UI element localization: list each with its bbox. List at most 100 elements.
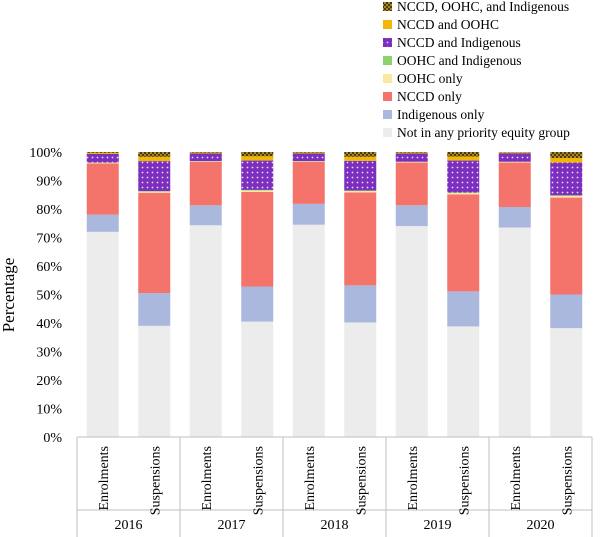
bar-segment-2016-suspensions-s5	[138, 161, 171, 192]
bar-segment-2020-enrolments-s5	[498, 153, 531, 162]
bar-segment-2018-enrolments-s6	[292, 152, 325, 154]
bar-segment-2020-enrolments-s2	[498, 162, 531, 208]
x-category-label: Suspensions	[251, 446, 266, 515]
x-group-label: 2017	[218, 518, 246, 533]
bar-segment-2016-enrolments-s7	[86, 152, 119, 153]
bar-segment-2016-enrolments-s3	[86, 162, 119, 164]
y-tick-label: 40%	[36, 317, 62, 332]
bar-segment-2018-enrolments-s0	[292, 224, 325, 437]
bar-segment-2020-suspensions-s4	[550, 195, 583, 196]
x-category-label: Enrolments	[303, 446, 318, 511]
bar-segment-2016-suspensions-s3	[138, 191, 171, 193]
bar-segment-2020-enrolments-s3	[498, 161, 531, 163]
bar-segment-2019-suspensions-s2	[447, 194, 480, 292]
bars	[86, 152, 583, 437]
x-group-label: 2018	[321, 518, 349, 533]
bar-segment-2018-suspensions-s0	[344, 322, 377, 437]
x-category-label: Suspensions	[457, 446, 472, 515]
y-tick-label: 70%	[36, 232, 62, 247]
legend-swatch	[383, 56, 392, 65]
legend-label: Indigenous only	[397, 107, 485, 122]
bar-segment-2018-enrolments-s3	[292, 161, 325, 162]
x-category-label: Suspensions	[560, 446, 575, 515]
bar-segment-2017-enrolments-s2	[189, 161, 222, 206]
bar-segment-2019-enrolments-s3	[395, 161, 428, 163]
bar-segment-2017-enrolments-s3	[189, 161, 222, 162]
x-group-label: 2020	[527, 518, 555, 533]
bar-segment-2016-suspensions-s6	[138, 156, 171, 162]
x-category-label: Enrolments	[200, 446, 215, 511]
bar-segment-2017-enrolments-s6	[189, 152, 222, 154]
bar-segment-2017-suspensions-s1	[241, 286, 274, 322]
bar-segment-2017-suspensions-s6	[241, 156, 274, 161]
bar-segment-2019-suspensions-s6	[447, 156, 480, 161]
bar-segment-2019-suspensions-s4	[447, 192, 480, 194]
bar-segment-2018-enrolments-s1	[292, 203, 325, 225]
bar-segment-2019-suspensions-s5	[447, 160, 480, 193]
bar-segment-2019-suspensions-s3	[447, 193, 480, 195]
bar-segment-2018-enrolments-s7	[292, 152, 325, 153]
legend: NCCD, OOHC, and Indigenous NCCD and OOHC N…	[383, 0, 570, 140]
legend-swatch	[383, 110, 392, 119]
bar-segment-2018-suspensions-s6	[344, 156, 377, 161]
bar-segment-2016-enrolments-s5	[86, 153, 119, 163]
x-category-label: Enrolments	[406, 446, 421, 511]
legend-swatch	[383, 2, 392, 11]
bar-segment-2020-suspensions-s1	[550, 294, 583, 329]
bar-segment-2017-enrolments-s1	[189, 205, 222, 226]
bar-segment-2016-enrolments-s1	[86, 214, 119, 232]
bar-segment-2016-enrolments-s6	[86, 152, 119, 154]
x-group-label: 2016	[115, 518, 143, 533]
bar-segment-2019-enrolments-s2	[395, 162, 428, 206]
legend-label: OOHC only	[397, 71, 463, 86]
bar-segment-2018-enrolments-s5	[292, 153, 325, 162]
bar-segment-2017-suspensions-s5	[241, 160, 274, 190]
legend-swatch	[383, 92, 392, 101]
bar-segment-2017-suspensions-s2	[241, 191, 274, 287]
legend-swatch	[383, 38, 392, 47]
x-category-label: Enrolments	[97, 446, 112, 511]
bar-segment-2019-enrolments-s7	[395, 152, 428, 153]
legend-label: NCCD and OOHC	[397, 17, 499, 32]
bar-segment-2016-suspensions-s4	[138, 191, 171, 192]
bar-segment-2016-enrolments-s2	[86, 163, 119, 215]
y-axis: 0% 10% 20% 30% 40% 50% 60% 70% 80% 90% 100%	[29, 146, 62, 446]
x-category-label: Suspensions	[148, 446, 163, 515]
bar-segment-2019-suspensions-s1	[447, 291, 480, 327]
y-tick-label: 100%	[29, 146, 62, 161]
bar-segment-2020-suspensions-s6	[550, 157, 583, 163]
bar-segment-2019-enrolments-s1	[395, 205, 428, 227]
x-category-label: Enrolments	[509, 446, 524, 511]
bar-segment-2020-suspensions-s3	[550, 195, 583, 198]
bar-segment-2018-suspensions-s1	[344, 285, 377, 323]
bar-segment-2019-suspensions-s0	[447, 326, 480, 437]
legend-label: NCCD only	[397, 89, 462, 104]
bar-segment-2020-enrolments-s1	[498, 207, 531, 228]
bar-segment-2016-enrolments-s0	[86, 231, 119, 437]
x-group-label: 2019	[424, 518, 452, 533]
bar-segment-2017-suspensions-s7	[241, 152, 274, 157]
bar-segment-2019-enrolments-s6	[395, 152, 428, 154]
bar-segment-2017-enrolments-s7	[189, 152, 222, 153]
bar-segment-2018-suspensions-s7	[344, 152, 377, 157]
legend-label: OOHC and Indigenous	[397, 53, 522, 68]
legend-label: NCCD and Indigenous	[397, 35, 521, 50]
y-tick-label: 60%	[36, 260, 62, 275]
bar-segment-2016-suspensions-s7	[138, 152, 171, 157]
y-tick-label: 20%	[36, 374, 62, 389]
bar-segment-2018-enrolments-s2	[292, 161, 325, 204]
bar-segment-2016-suspensions-s0	[138, 325, 171, 437]
bar-segment-2018-suspensions-s3	[344, 191, 377, 193]
y-tick-label: 50%	[36, 289, 62, 304]
legend-label: Not in any priority equity group	[397, 125, 570, 140]
bar-segment-2018-suspensions-s5	[344, 160, 377, 191]
bar-segment-2019-suspensions-s7	[447, 152, 480, 157]
bar-segment-2016-suspensions-s1	[138, 293, 171, 326]
y-tick-label: 80%	[36, 203, 62, 218]
legend-swatch	[383, 20, 392, 29]
legend-label: NCCD, OOHC, and Indigenous	[397, 0, 569, 14]
bar-segment-2017-enrolments-s0	[189, 225, 222, 437]
legend-swatch	[383, 128, 392, 137]
bar-segment-2019-enrolments-s5	[395, 153, 428, 162]
bar-segment-2018-suspensions-s4	[344, 190, 377, 192]
